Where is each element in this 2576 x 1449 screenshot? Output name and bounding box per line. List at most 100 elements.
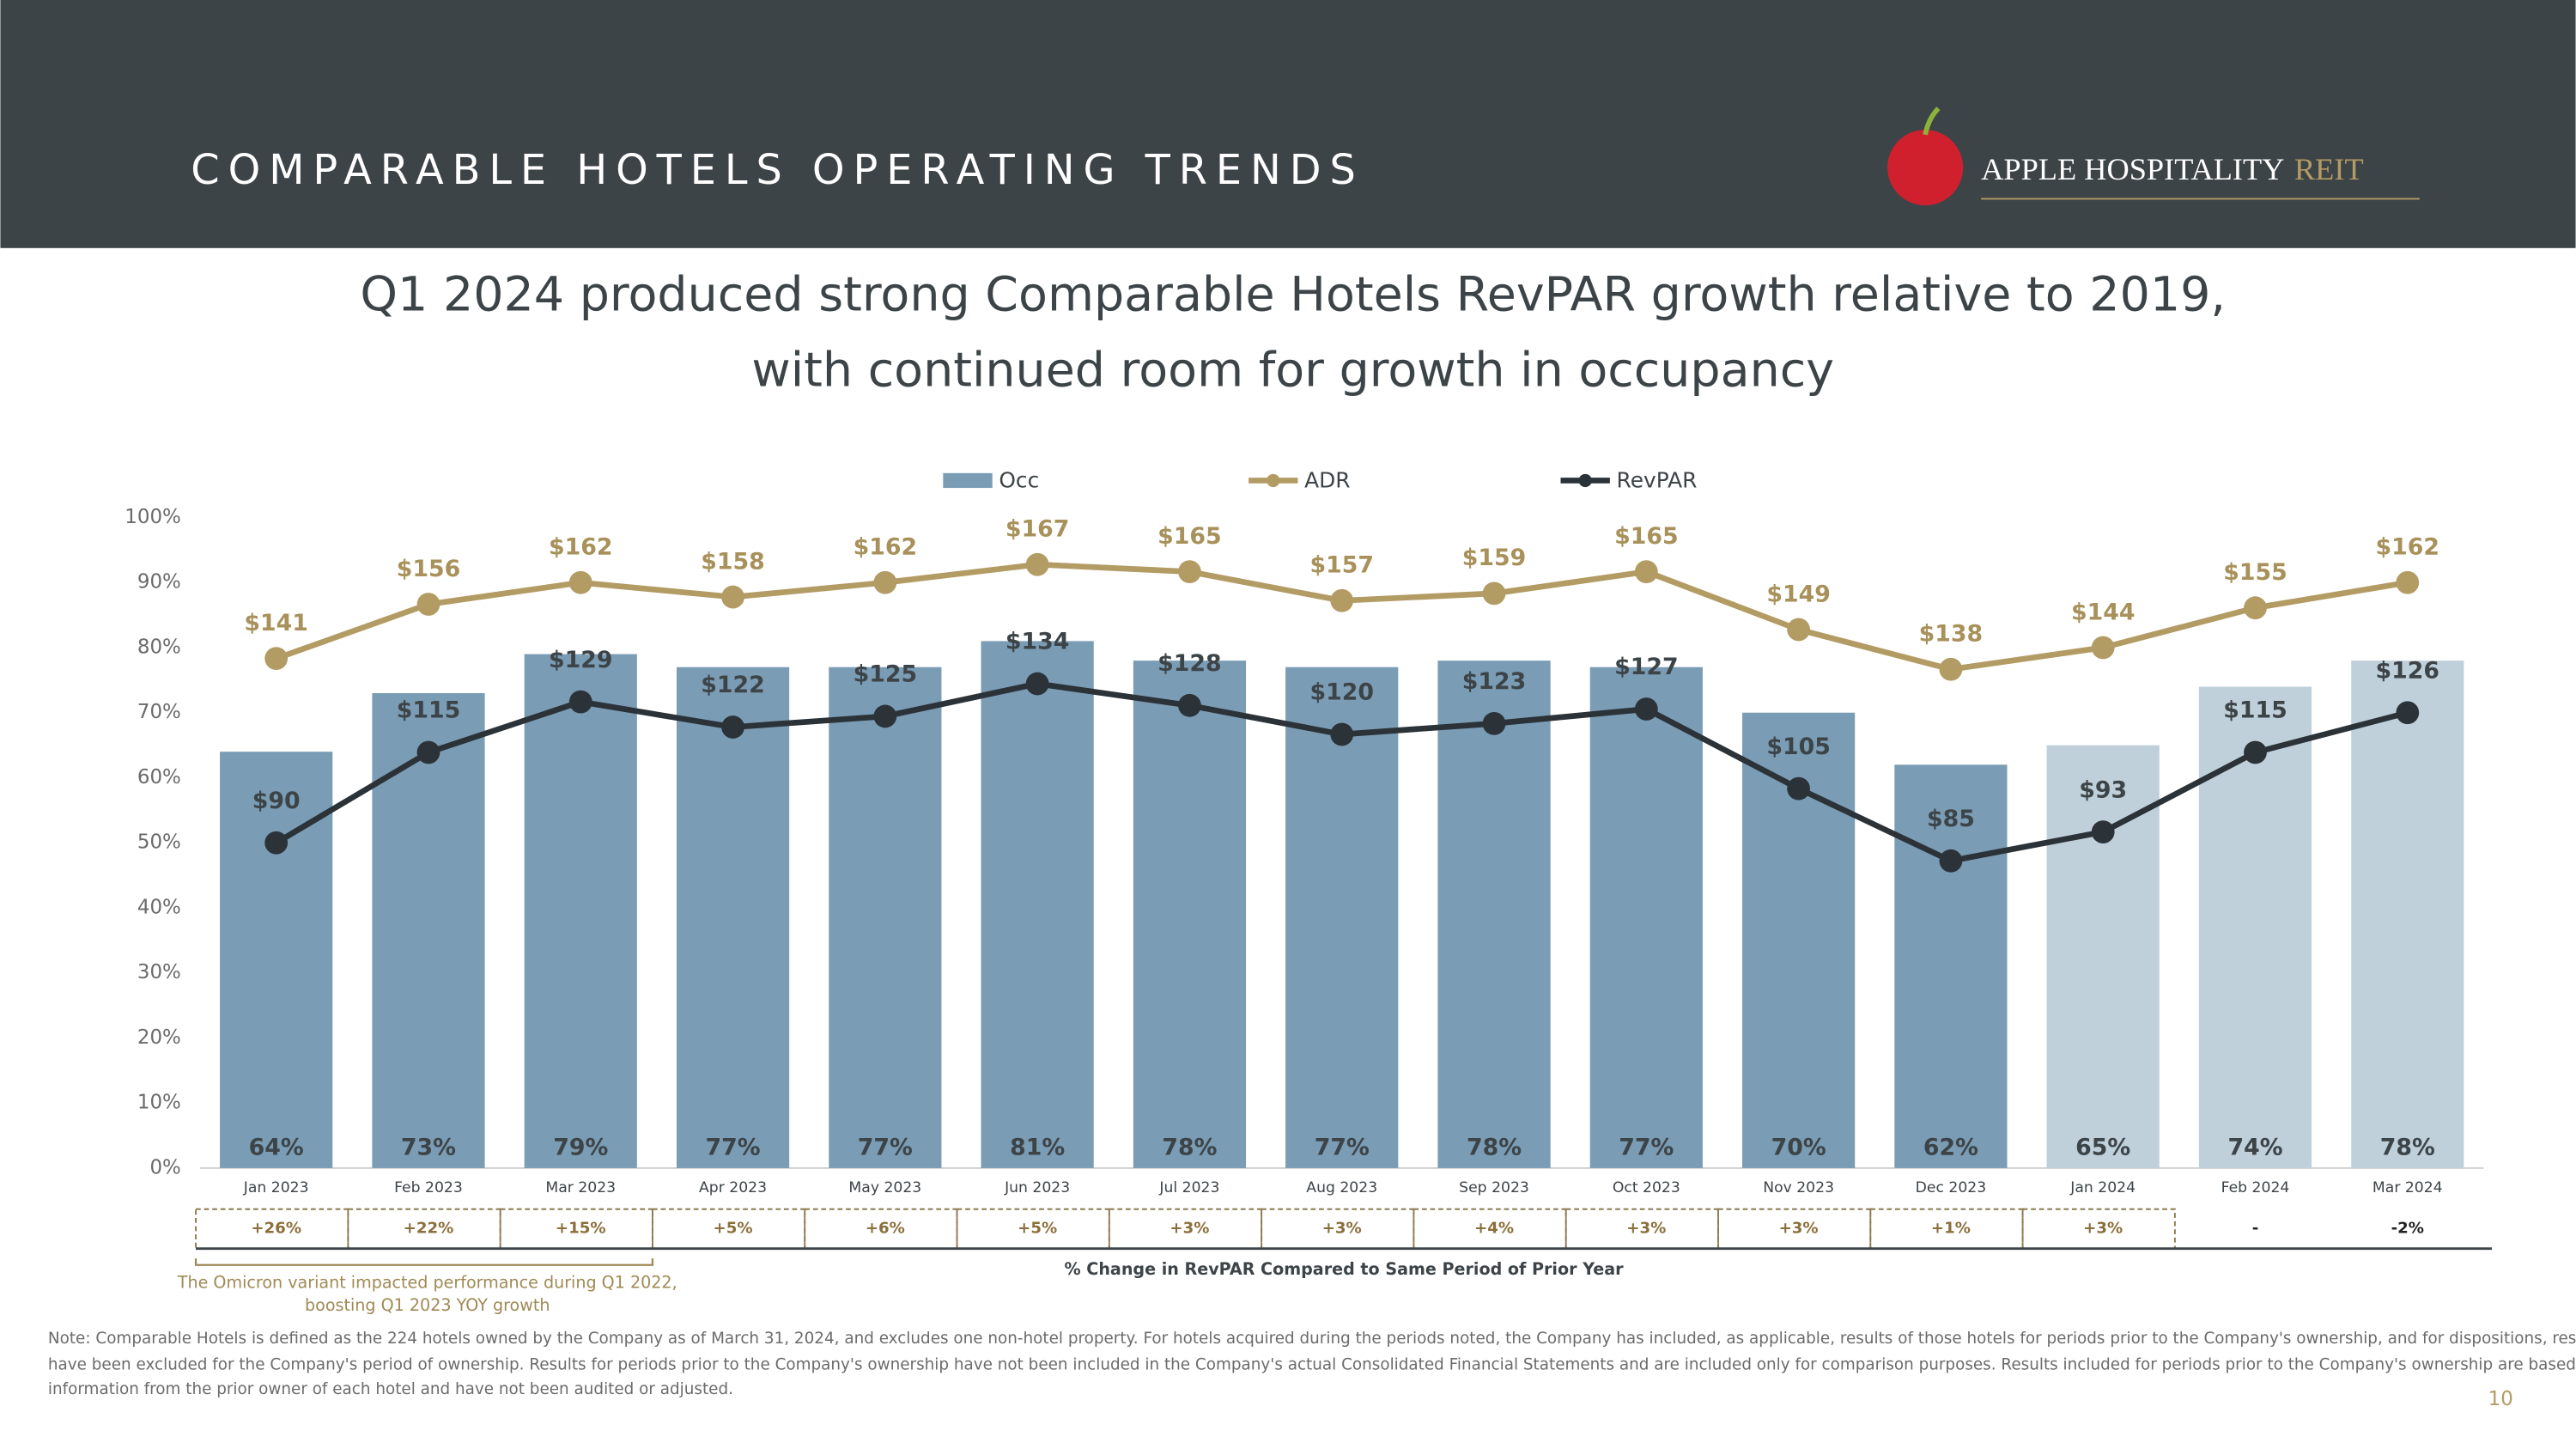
x-tick-label: Nov 2023 (1763, 1179, 1834, 1196)
legend-label: Occ (999, 467, 1039, 492)
line-value-label: $159 (1462, 545, 1527, 571)
line-value-label: $134 (1005, 629, 1070, 655)
line-marker (416, 593, 440, 616)
change-box (1869, 1208, 2024, 1250)
change-box (1564, 1208, 1719, 1250)
bar-value-label: 78% (1162, 1134, 1217, 1160)
line-value-label: $162 (549, 534, 613, 561)
annotation-bracket (194, 1258, 654, 1266)
change-box (1108, 1208, 1263, 1250)
y-tick-label: 0% (149, 1156, 180, 1178)
change-value: +3% (1779, 1220, 1819, 1238)
bar-value-label: 77% (1619, 1134, 1674, 1160)
annotation: The Omicron variant impacted performance… (177, 1272, 677, 1292)
line-marker (1787, 618, 1811, 642)
y-tick-label: 40% (137, 896, 181, 918)
x-tick-label: Jun 2023 (1004, 1179, 1070, 1196)
line-marker (1634, 697, 1658, 721)
legend-marker (1267, 473, 1280, 488)
line-value-label: $165 (1614, 523, 1678, 550)
line-marker (1939, 849, 1963, 873)
bar (1589, 667, 1703, 1168)
change-box (651, 1208, 806, 1250)
line-marker (264, 831, 289, 855)
change-box (1261, 1208, 1415, 1250)
x-tick-label: Oct 2023 (1613, 1179, 1680, 1196)
line-marker (2091, 820, 2115, 843)
line-marker (721, 585, 744, 609)
line-value-label: $156 (397, 556, 460, 582)
bar-value-label: 77% (1315, 1134, 1370, 1160)
y-tick-label: 50% (137, 831, 181, 854)
annotation: boosting Q1 2023 YOY growth (305, 1295, 550, 1315)
change-value: +3% (2083, 1220, 2123, 1238)
line-value-label: $167 (1005, 516, 1070, 543)
bar (1894, 764, 2008, 1168)
change-box (2021, 1208, 2176, 1250)
change-box (956, 1208, 1110, 1250)
x-tick-label: Jan 2023 (243, 1179, 309, 1196)
change-value: +26% (251, 1220, 301, 1238)
line-marker (1787, 776, 1811, 801)
change-value: +5% (714, 1220, 753, 1238)
line-marker (1025, 552, 1049, 576)
bar-value-label: 70% (1771, 1134, 1826, 1160)
legend-marker (1578, 473, 1592, 488)
line-value-label: $128 (1157, 650, 1222, 677)
note: information from the prior owner of each… (48, 1380, 733, 1398)
line-marker (568, 690, 592, 714)
line-value-label: $120 (1309, 679, 1374, 706)
y-tick-label: 90% (137, 571, 181, 594)
line-value-label: $144 (2071, 599, 2136, 625)
note: Note: Comparable Hotels is defined as th… (48, 1330, 2576, 1348)
line-value-label: $129 (549, 647, 613, 673)
line-value-label: $90 (252, 788, 301, 814)
change-value: +3% (1626, 1220, 1666, 1238)
line-value-label: $85 (1927, 806, 1975, 832)
logo: APPLE HOSPITALITY REIT (1887, 107, 2420, 206)
x-tick-label: Jan 2024 (2069, 1179, 2136, 1196)
line-value-label: $138 (1919, 621, 1984, 648)
bar-value-label: 62% (1923, 1134, 1978, 1160)
bar (1437, 661, 1551, 1168)
bar-value-label: 73% (401, 1134, 456, 1160)
change-box (804, 1208, 958, 1250)
x-tick-label: Apr 2023 (699, 1179, 767, 1196)
line-value-label: $162 (854, 534, 918, 561)
bar-value-label: 65% (2075, 1134, 2130, 1160)
bar-value-label: 77% (706, 1134, 761, 1160)
legend-label: ADR (1304, 467, 1350, 492)
chart: 0% 10% 20% 30% 40% 50% 60% 70% 80% 90% 100% Jan 202… (125, 467, 2493, 1315)
change-value: - (2252, 1220, 2259, 1238)
line-marker (721, 715, 744, 739)
x-tick-label: Aug 2023 (1306, 1179, 1377, 1196)
line-marker (1178, 693, 1201, 717)
line-marker (1939, 657, 1963, 681)
change-value: +6% (866, 1220, 905, 1238)
change-value: +3% (1322, 1220, 1362, 1238)
header-title: COMPARABLE HOTELS OPERATING TRENDS (191, 147, 1364, 194)
bar (829, 667, 942, 1168)
bar (2198, 686, 2312, 1168)
x-tick-label: Feb 2023 (394, 1179, 463, 1196)
line-value-label: $155 (2223, 559, 2287, 586)
bar-value-label: 81% (1010, 1134, 1065, 1160)
bar (2046, 745, 2160, 1168)
change-value: +3% (1170, 1220, 1209, 1238)
line-marker (264, 647, 289, 670)
change-box (1717, 1208, 1872, 1250)
line-marker (416, 740, 440, 764)
page-number: 10 (2488, 1388, 2513, 1410)
change-box (195, 1208, 349, 1250)
bar (1285, 667, 1399, 1168)
bar-value-label: 78% (2380, 1134, 2435, 1160)
line-marker (2091, 636, 2115, 660)
bar-value-label: 78% (1467, 1134, 1522, 1160)
bar-value-label: 64% (249, 1134, 304, 1160)
line-marker (1025, 672, 1049, 696)
x-tick-label: Mar 2023 (545, 1179, 616, 1196)
line-marker (1178, 560, 1201, 584)
line-value-label: $165 (1157, 523, 1222, 550)
line-marker (1482, 581, 1506, 606)
